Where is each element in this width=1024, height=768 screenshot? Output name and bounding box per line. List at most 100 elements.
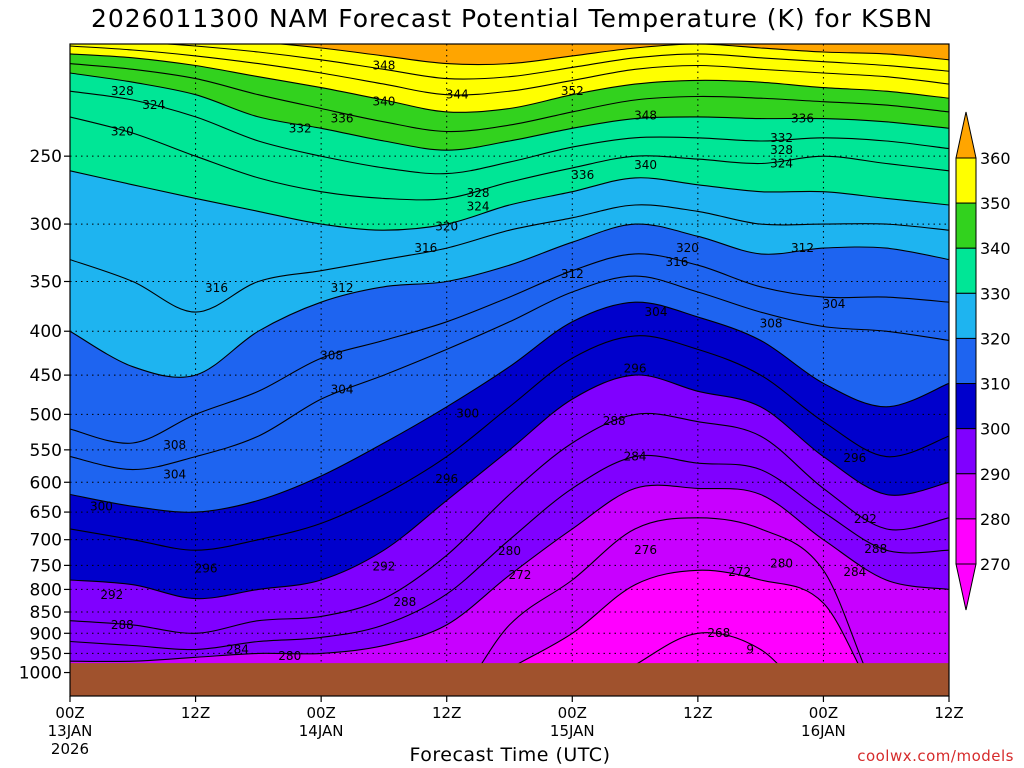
contour-label-text: 296	[624, 361, 647, 375]
contour-label-34: 284	[624, 450, 647, 464]
contour-label-37: 304	[163, 468, 186, 482]
colorbar-bottom-arrow	[955, 563, 977, 611]
contour-label-text: 300	[90, 499, 113, 513]
contour-label-5: 336	[331, 112, 354, 126]
contour-label-26: 304	[822, 297, 845, 311]
contour-label-text: 308	[163, 438, 186, 452]
colorbar-label-270: 270	[980, 555, 1011, 574]
contour-label-text: 284	[843, 565, 866, 579]
contour-label-text: 312	[791, 241, 814, 255]
contour-label-text: 336	[571, 168, 594, 182]
contour-label-50: 280	[770, 556, 793, 570]
contour-label-55: 268	[707, 626, 730, 640]
contour-label-22: 312	[791, 241, 814, 255]
contour-label-18: 328	[770, 143, 793, 157]
potential-temperature-fill	[70, 44, 949, 696]
colorbar-label-290: 290	[980, 465, 1011, 484]
contour-label-text: 284	[624, 450, 647, 464]
contour-label-14: 320	[435, 220, 458, 234]
isentrope-340	[70, 53, 949, 113]
contour-label-text: 304	[822, 297, 845, 311]
x-tick-date: 15JAN	[550, 722, 595, 740]
contour-label-text: 296	[843, 451, 866, 465]
y-tick-650: 650	[30, 503, 62, 523]
y-axis: 2503003504004505005506006507007508008509…	[19, 147, 70, 684]
y-tick-550: 550	[30, 441, 62, 461]
contour-label-text: 332	[770, 131, 793, 145]
chart-title: 2026011300 NAM Forecast Potential Temper…	[90, 4, 934, 33]
contour-label-text: 280	[278, 649, 301, 663]
contour-label-33: 288	[603, 414, 626, 428]
contour-label-31: 296	[624, 361, 647, 375]
colorbar-segment-0	[955, 157, 977, 204]
contour-label-text: 312	[561, 267, 584, 281]
x-tick-time: 00Z	[306, 704, 335, 722]
contour-label-29: 308	[320, 349, 343, 363]
contour-label-text: 304	[331, 383, 354, 397]
y-tick-950: 950	[30, 644, 62, 664]
contour-label-text: 296	[195, 561, 218, 575]
isentrope-320	[70, 170, 949, 231]
contour-label-48: 276	[634, 543, 657, 557]
contour-label-text: 340	[634, 158, 657, 172]
contour-label-text: 288	[111, 618, 134, 632]
y-tick-800: 800	[30, 580, 62, 600]
contour-label-47: 272	[509, 568, 532, 582]
contour-label-30: 304	[331, 383, 354, 397]
y-tick-300: 300	[30, 215, 62, 235]
colorbar-segment-3	[955, 292, 977, 339]
contour-label-51: 284	[843, 565, 866, 579]
contour-label-35: 296	[435, 472, 458, 486]
isentrope-304	[70, 275, 949, 471]
contour-label-text: 276	[634, 543, 657, 557]
contour-label-28: 308	[760, 317, 783, 331]
isentrope-300	[70, 301, 949, 513]
colorbar-label-350: 350	[980, 194, 1011, 213]
contour-label-36: 308	[163, 438, 186, 452]
colorbar-label-310: 310	[980, 375, 1011, 394]
isentrope-324	[70, 116, 949, 201]
contour-label-44: 284	[226, 642, 249, 656]
colorbar-label-280: 280	[980, 510, 1011, 529]
x-tick-date: 13JAN	[48, 722, 93, 740]
contour-label-text: 284	[226, 642, 249, 656]
contour-label-text: 316	[665, 255, 688, 269]
contour-label-39: 296	[195, 561, 218, 575]
contour-label-23: 312	[561, 267, 584, 281]
contour-label-text: 344	[446, 88, 469, 102]
contour-label-11: 336	[571, 168, 594, 182]
contour-label-text: 300	[456, 407, 479, 421]
x-tick-time: 12Z	[683, 704, 712, 722]
contour-label-32: 300	[456, 407, 479, 421]
contour-label-text: 280	[498, 544, 521, 558]
contour-label-text: 328	[467, 186, 490, 200]
y-tick-250: 250	[30, 147, 62, 167]
contour-label-text: 332	[289, 121, 312, 135]
contour-label-text: 352	[561, 84, 584, 98]
contour-label-text: 336	[791, 112, 814, 126]
credit-link[interactable]: coolwx.com/models	[857, 747, 1014, 765]
contour-label-text: 320	[676, 241, 699, 255]
contour-label-10: 340	[634, 158, 657, 172]
y-tick-750: 750	[30, 556, 62, 576]
colorbar-segment-1	[955, 202, 977, 249]
y-tick-450: 450	[30, 366, 62, 386]
contour-label-49: 272	[728, 565, 751, 579]
contour-label-41: 292	[100, 588, 123, 602]
contour-label-7: 344	[446, 88, 469, 102]
contour-label-text: 288	[864, 542, 887, 556]
contour-label-9: 348	[634, 108, 657, 122]
contour-label-text: 268	[707, 626, 730, 640]
contour-label-text: 316	[414, 241, 437, 255]
y-tick-850: 850	[30, 603, 62, 623]
x-tick-time: 12Z	[181, 704, 210, 722]
contour-label-52: 288	[864, 542, 887, 556]
colorbar-segment-2	[955, 247, 977, 294]
colorbar-segment-7	[955, 473, 977, 520]
ground-surface	[70, 663, 949, 696]
contour-label-40: 292	[372, 559, 395, 573]
contour-label-21: 316	[665, 255, 688, 269]
